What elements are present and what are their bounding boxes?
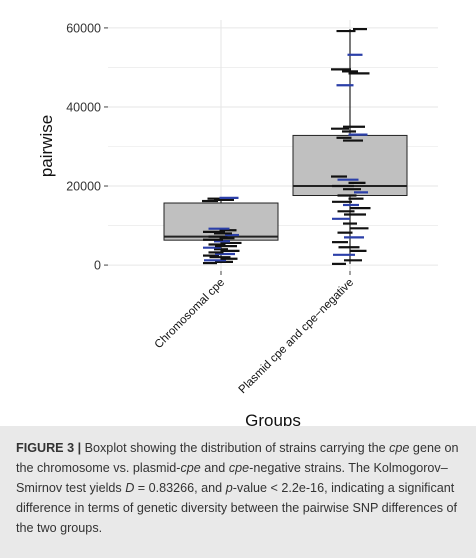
- x-tick-label: Plasmid cpe and cpe−negative: [237, 277, 356, 396]
- figure-caption: FIGURE 3 | Boxplot showing the distribut…: [0, 426, 476, 558]
- y-tick-label: 20000: [66, 180, 101, 194]
- y-axis-label: pairwise: [37, 115, 56, 177]
- x-axis-label: Groups: [245, 411, 301, 426]
- caption-text-3: and: [200, 461, 229, 475]
- caption-text-1: Boxplot showing the distribution of stra…: [81, 441, 390, 455]
- caption-text-5: = 0.83266, and: [134, 481, 226, 495]
- caption-stat-p: p: [225, 481, 233, 495]
- y-tick-label: 0: [94, 259, 101, 273]
- caption-term-2: cpe: [180, 461, 201, 475]
- caption-text-6: -value < 2.2e-16, indicating a significa…: [16, 481, 458, 535]
- y-tick-label: 60000: [66, 21, 101, 35]
- caption-term-3: cpe: [228, 461, 250, 475]
- caption-stat-d: D: [125, 481, 135, 495]
- plot-marks: [163, 27, 408, 265]
- x-axis: Chromosomal cpe Plasmid cpe and cpe−negat…: [153, 271, 356, 396]
- box: [163, 202, 279, 241]
- caption-text-4: -negative strains. The Kolmogorov–Smirno…: [16, 461, 448, 495]
- figure-label: FIGURE 3 |: [16, 441, 82, 455]
- boxplot-figure: 0 20000 40000 60000 Chromosomal cpe Plasmid …: [37, 20, 438, 426]
- y-tick-label: 40000: [66, 100, 101, 114]
- caption-text-2: gene on the chromosome vs. plasmid-: [16, 441, 459, 475]
- x-tick-label: Chromosomal cpe: [153, 277, 227, 351]
- caption-term-1: cpe: [389, 441, 410, 455]
- y-axis: 0 20000 40000 60000: [66, 21, 108, 273]
